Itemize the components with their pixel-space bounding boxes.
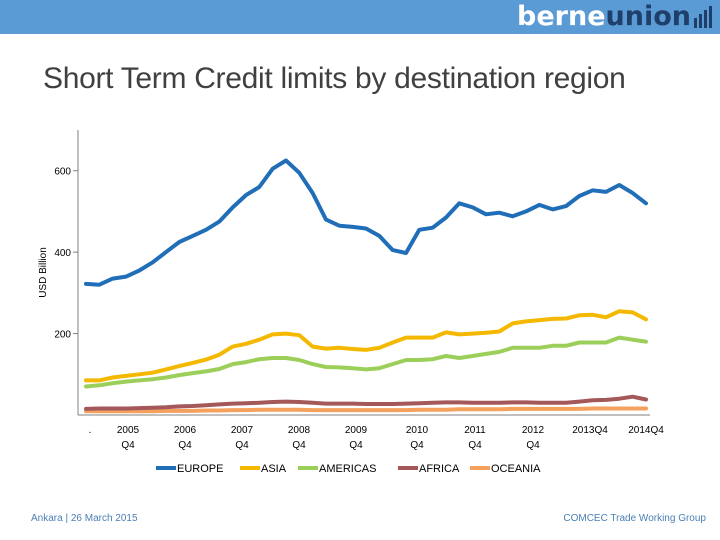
x-tick-label: 2009: [345, 425, 368, 436]
series-lines: [84, 158, 648, 414]
x-tick-label-line2: Q4: [235, 440, 249, 451]
x-tick-label: 2013Q4: [572, 425, 608, 436]
berne-union-logo: berneunion: [517, 2, 712, 32]
x-tick-label-line2: Q4: [468, 440, 482, 451]
x-tick-label: 2008: [288, 425, 311, 436]
y-tick-label: 400: [54, 248, 71, 259]
footer-location-date: Ankara | 26 March 2015: [31, 513, 138, 524]
series-line-europe: [84, 158, 648, 287]
x-tick-label-line2: Q4: [292, 440, 306, 451]
chart-legend: EUROPE ASIA AMERICAS AFRICA OCEANIA: [156, 463, 541, 475]
x-tick-label-line2: Q4: [178, 440, 192, 451]
logo-text-union: union: [605, 1, 691, 32]
series-line-americas: [84, 335, 648, 389]
x-tick-label-line2: Q4: [349, 440, 363, 451]
x-tick-label-line2: Q4: [410, 440, 424, 451]
header-bar: [0, 0, 720, 34]
x-tick-label: 2011: [464, 425, 486, 436]
legend-label-asia: ASIA: [261, 463, 287, 475]
series-line-oceania: [84, 406, 648, 414]
series-line-asia: [84, 309, 648, 383]
y-axis-label: USD Billion: [38, 247, 49, 298]
x-tick-label: 2010: [406, 425, 429, 436]
legend-label-americas: AMERICAS: [319, 463, 376, 475]
credit-limits-chart: USD Billion 200 400 600 . 2005 Q4 2006 Q4 2007 Q…: [38, 130, 665, 475]
logo-bars-icon: [694, 6, 712, 28]
legend-label-africa: AFRICA: [419, 463, 460, 475]
x-tick-label: 2014Q4: [628, 425, 664, 436]
page-title: Short Term Credit limits by destination …: [43, 62, 626, 95]
x-tick-label-line2: Q4: [121, 440, 135, 451]
y-axis-ticks: 200 400 600: [54, 167, 78, 341]
chart-axes: [77, 130, 650, 416]
x-tick-label: 2012: [522, 425, 545, 436]
x-tick-label: 2005: [117, 425, 140, 436]
logo-text-berne: berne: [517, 1, 606, 32]
x-tick-label: 2006: [174, 425, 197, 436]
legend-label-europe: EUROPE: [177, 463, 223, 475]
x-axis-ticks: . 2005 Q4 2006 Q4 2007 Q4 2008 Q4 2009 Q4 2010 Q4 201…: [89, 425, 665, 451]
x-tick-label: 2007: [231, 425, 254, 436]
series-line-africa: [84, 394, 648, 411]
x-tick-label-line2: Q4: [526, 440, 540, 451]
legend-label-oceania: OCEANIA: [491, 463, 541, 475]
y-tick-label: 600: [54, 167, 71, 178]
footer-organization: COMCEC Trade Working Group: [563, 513, 706, 524]
y-tick-label: 200: [54, 330, 71, 341]
x-tick-label: .: [89, 425, 92, 436]
